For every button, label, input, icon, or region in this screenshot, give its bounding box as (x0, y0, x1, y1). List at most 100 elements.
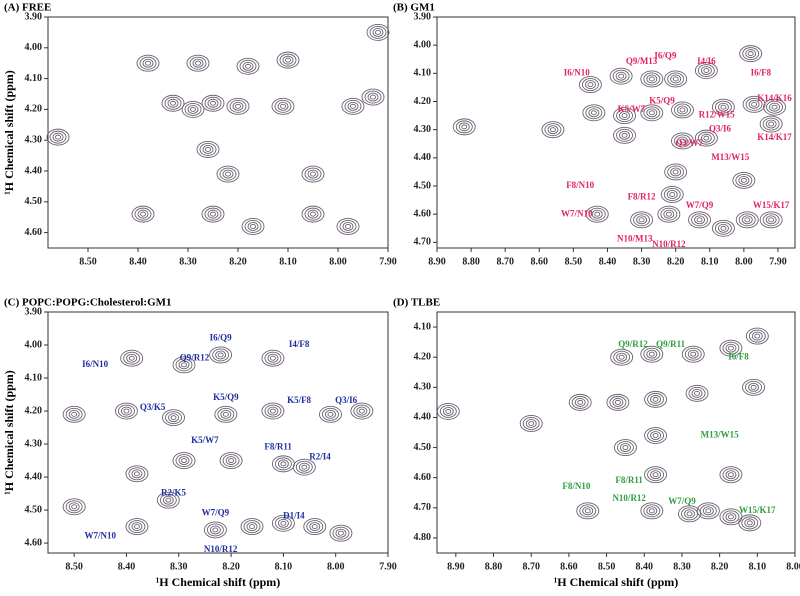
contour-peak (65, 407, 83, 421)
contour-peak (246, 522, 258, 532)
contour-peak (341, 97, 365, 115)
contour-peak (588, 207, 606, 221)
contour-peak (691, 388, 703, 398)
y-tick-label: 3.90 (25, 306, 43, 317)
y-tick-label: 4.50 (414, 442, 432, 453)
contour-peak (277, 101, 289, 111)
contour-peak (131, 522, 143, 532)
contour-peak (247, 221, 259, 231)
contour-peak (52, 132, 64, 142)
contour-peak (226, 97, 250, 115)
contour-peak (644, 427, 668, 444)
contour-peak (696, 502, 720, 520)
x-tick-label: 8.30 (633, 256, 651, 267)
contour-peak (245, 63, 251, 69)
contour-peak (261, 349, 285, 367)
y-tick-label: 4.50 (25, 504, 43, 515)
contour-peak (574, 397, 586, 407)
contour-peak (203, 521, 227, 539)
contour-peak (202, 144, 214, 154)
contour-peak (684, 509, 695, 519)
contour-peak (126, 353, 138, 363)
contour-peak (319, 405, 342, 423)
contour-peak (612, 69, 630, 83)
contour-peak (168, 413, 179, 423)
y-tick-label: 4.40 (414, 152, 432, 163)
contour-peak (685, 384, 709, 402)
contour-peak (719, 466, 743, 484)
contour-peak (754, 333, 761, 339)
x-tick-label: 8.00 (329, 256, 347, 267)
contour-peak (292, 458, 316, 476)
contour-peak (280, 520, 287, 526)
contour-peak (648, 351, 655, 357)
contour-peak (714, 221, 732, 235)
peak-annotation: K5/Q9 (649, 96, 675, 106)
contour-peak (618, 354, 625, 360)
peak-annotation: N10/R12 (204, 544, 238, 554)
contour-peak (303, 518, 327, 536)
contour-peak (697, 131, 715, 145)
peak-annotation: M13/W15 (701, 430, 739, 440)
contour-peak (236, 57, 260, 75)
contour-peak (322, 407, 339, 421)
contour-peak (727, 472, 734, 478)
contour-peak (541, 121, 565, 139)
contour-peak (301, 464, 308, 470)
peak-annotation: Q3/W7 (676, 138, 704, 148)
contour-peak (128, 520, 146, 534)
peak-annotation: W7/N10 (85, 531, 117, 541)
plot-frame (47, 311, 389, 554)
contour-peak (375, 29, 381, 35)
contour-peak (167, 98, 179, 108)
contour-peak (722, 510, 740, 524)
contour-peak (684, 347, 702, 361)
contour-peak (652, 472, 659, 478)
x-tick-label: 8.30 (170, 561, 188, 572)
contour-peak (765, 119, 777, 129)
contour-peak (633, 213, 651, 227)
peak-annotation: R12/W15 (699, 110, 736, 120)
contour-peak (697, 64, 715, 77)
contour-peak (136, 54, 160, 72)
contour-peak (609, 395, 627, 409)
contour-peak (571, 395, 589, 409)
contour-peak (732, 171, 756, 189)
x-tick-label: 8.80 (462, 256, 480, 267)
contour-peak (650, 470, 662, 480)
contour-peak (766, 100, 783, 114)
y-tick-label: 4.10 (414, 68, 432, 79)
contour-peak (648, 110, 655, 116)
contour-peak (165, 497, 172, 503)
contour-peak (121, 406, 132, 416)
contour-peak (165, 411, 182, 425)
contour-peak (49, 130, 67, 144)
peak-annotation: R2/I4 (309, 451, 331, 461)
contour-peak (613, 350, 631, 364)
x-tick-label: 8.50 (65, 561, 83, 572)
contour-peak (738, 514, 762, 532)
contour-peak (528, 421, 535, 426)
contour-peak (741, 516, 759, 530)
contour-peak (175, 454, 193, 468)
contour-peak (68, 409, 80, 419)
contour-peak (46, 128, 70, 146)
contour-peak (719, 339, 743, 357)
contour-peak (762, 213, 780, 227)
contour-peak (582, 104, 606, 122)
y-tick-label: 4.00 (25, 42, 43, 53)
contour-peak (137, 209, 149, 219)
panel-title: (A) FREE (4, 2, 51, 14)
contour-peak (694, 215, 705, 225)
contour-peak (672, 169, 679, 175)
contour-peak (725, 343, 737, 353)
contour-peak (332, 526, 350, 540)
contour-peak (201, 94, 225, 112)
peak-annotation: Q9/M13 (626, 56, 658, 66)
contour-peak (279, 53, 297, 67)
contour-peak (366, 23, 390, 41)
contour-peak (240, 518, 264, 536)
contour-peak (439, 404, 457, 418)
contour-peak (350, 103, 356, 109)
contour-peak (156, 491, 180, 509)
